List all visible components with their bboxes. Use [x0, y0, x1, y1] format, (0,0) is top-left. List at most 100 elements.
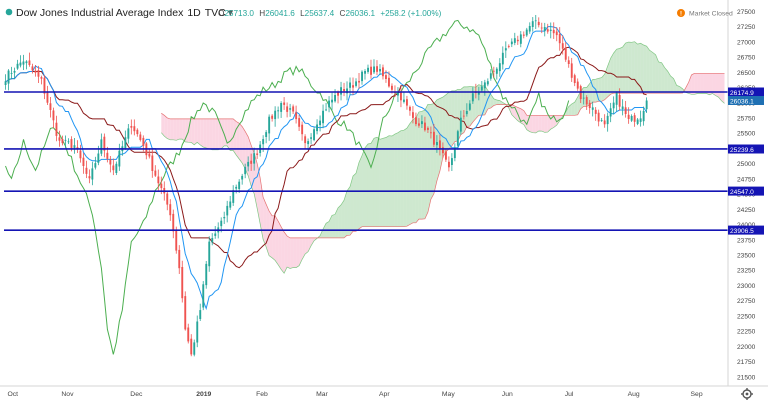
- candle: [277, 106, 280, 119]
- cloud-segment: [209, 118, 213, 150]
- candle: [199, 303, 202, 321]
- candle: [594, 107, 597, 121]
- support-resistance-levels: [4, 91, 728, 231]
- cloud-segment: [715, 73, 719, 98]
- candle: [181, 260, 184, 303]
- candle: [498, 58, 501, 77]
- cloud-segment: [287, 236, 291, 269]
- cloud-segment: [445, 92, 449, 152]
- candlesticks: [4, 14, 648, 357]
- candle: [241, 173, 244, 185]
- candle: [205, 260, 208, 289]
- candle: [100, 133, 103, 157]
- candle: [456, 129, 459, 150]
- candle: [19, 55, 22, 68]
- y-tick-label: 22750: [737, 298, 756, 305]
- cloud-segment: [284, 231, 288, 274]
- candle: [61, 135, 64, 146]
- candle: [346, 81, 348, 101]
- candle: [534, 14, 537, 29]
- cloud-segment: [212, 118, 216, 150]
- cloud-segment: [257, 163, 261, 224]
- cloud-segment: [424, 104, 428, 219]
- candle: [486, 78, 489, 87]
- cloud-segment: [601, 74, 605, 102]
- candle: [516, 35, 519, 45]
- cloud-segment: [329, 215, 333, 238]
- cloud-segment: [523, 110, 527, 130]
- symbol-title[interactable]: Dow Jones Industrial Average Index 1D TVC ▾: [16, 7, 234, 19]
- market-status[interactable]: ! Market Closed: [677, 9, 733, 18]
- candle: [196, 315, 199, 348]
- cloud-segment: [400, 130, 404, 227]
- y-tick-label: 22000: [737, 344, 756, 351]
- cloud-segment: [538, 115, 542, 132]
- candle: [421, 115, 423, 128]
- candle: [355, 78, 357, 88]
- cloud-segment: [397, 130, 401, 227]
- candle: [522, 31, 525, 39]
- candle: [310, 133, 312, 145]
- time-axis[interactable]: Oct Nov Dec 2019 Feb Mar Apr May Jun Jul Aug Sep: [8, 391, 703, 398]
- x-tick-label: Nov: [61, 391, 74, 398]
- candle: [433, 123, 435, 148]
- cloud-segment: [430, 103, 434, 200]
- candle: [52, 107, 55, 129]
- cloud-segment: [269, 211, 273, 258]
- cloud-segment: [520, 108, 524, 125]
- candle: [76, 140, 79, 154]
- candle: [606, 112, 609, 132]
- cloud-segment: [616, 48, 620, 94]
- cloud-segment: [628, 42, 632, 94]
- x-tick-label: Oct: [8, 391, 19, 398]
- candle: [49, 97, 52, 118]
- candle: [10, 66, 13, 80]
- chikou-span-line: [5, 19, 570, 355]
- candle: [400, 87, 402, 108]
- candle: [370, 59, 372, 79]
- cloud-segment: [721, 73, 725, 104]
- candle: [193, 339, 196, 357]
- candle: [415, 112, 417, 127]
- cloud-segment: [167, 117, 171, 140]
- cloud-segment: [685, 82, 689, 94]
- cloud-segment: [718, 73, 722, 101]
- cloud-segment: [359, 155, 363, 229]
- cloud-segment: [278, 221, 282, 270]
- candle: [358, 73, 360, 89]
- cloud-segment: [239, 123, 243, 164]
- cloud-segment: [254, 153, 258, 209]
- cloud-segment: [302, 237, 306, 260]
- cloud-segment: [191, 118, 195, 145]
- candle: [109, 155, 112, 173]
- candle: [136, 128, 139, 137]
- cloud-segment: [338, 204, 342, 238]
- candle: [280, 101, 283, 118]
- candle: [462, 110, 465, 120]
- candle: [268, 114, 271, 141]
- candle: [214, 226, 217, 239]
- y-tick-label: 26500: [737, 70, 756, 77]
- kijun-sen-line: [5, 46, 647, 269]
- cloud-segment: [296, 237, 300, 268]
- settings-gear-icon[interactable]: [741, 388, 753, 400]
- cloud-segment: [496, 100, 500, 105]
- candle: [331, 92, 333, 110]
- candle: [621, 99, 624, 116]
- candle: [549, 22, 552, 39]
- cloud-segment: [365, 144, 368, 227]
- candle: [576, 78, 579, 91]
- y-tick-label: 24250: [737, 207, 756, 214]
- candle: [187, 323, 190, 344]
- candle: [46, 85, 49, 105]
- svg-text:!: !: [680, 12, 682, 18]
- cloud-segment: [406, 123, 410, 227]
- y-tick-label: 24000: [737, 222, 756, 229]
- cloud-segment: [176, 118, 180, 141]
- cloud-segment: [409, 119, 413, 225]
- ichimoku-lines: [5, 19, 648, 355]
- cloud-segment: [598, 77, 602, 102]
- candle: [489, 69, 492, 81]
- candle: [412, 106, 414, 124]
